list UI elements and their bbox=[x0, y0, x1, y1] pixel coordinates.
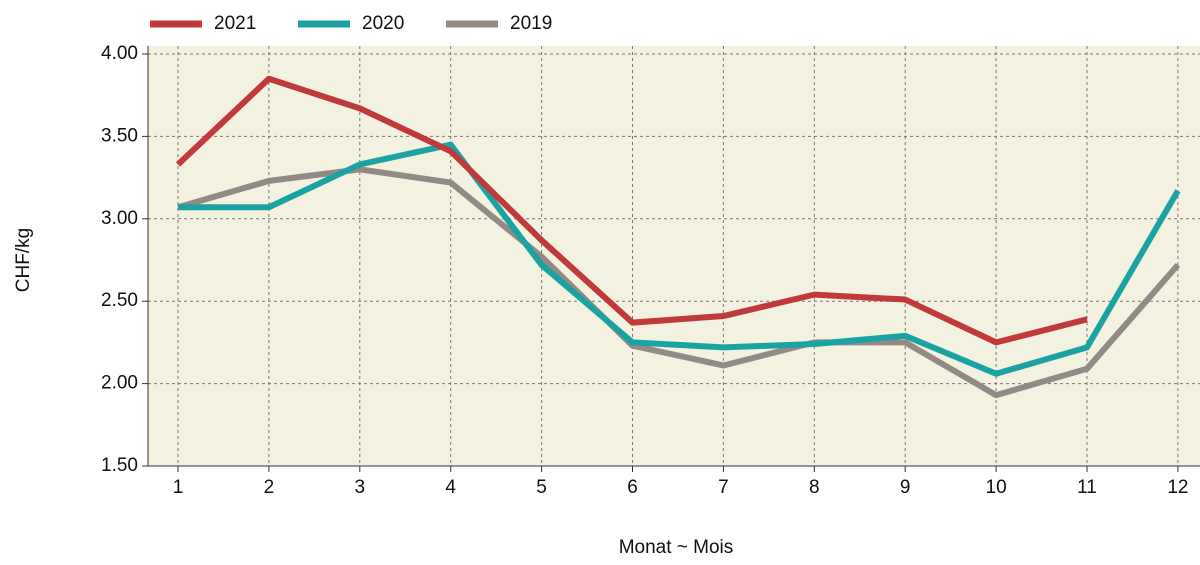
x-tick-label: 1 bbox=[173, 477, 184, 498]
legend-label: 2021 bbox=[214, 13, 256, 34]
plot-area bbox=[148, 46, 1200, 466]
y-tick-label: 3.50 bbox=[101, 125, 138, 146]
legend-label: 2020 bbox=[362, 13, 404, 34]
x-tick-label: 3 bbox=[355, 477, 366, 498]
line-series bbox=[175, 75, 1088, 346]
x-tick-label: 4 bbox=[445, 477, 456, 498]
y-tick-label: 2.00 bbox=[101, 373, 138, 394]
x-tick-label: 6 bbox=[627, 477, 638, 498]
line-series bbox=[178, 141, 1181, 377]
x-tick-label: 7 bbox=[718, 477, 729, 498]
x-tick-label: 2 bbox=[264, 477, 275, 498]
y-tick-label: 2.50 bbox=[101, 290, 138, 311]
x-tick-label: 12 bbox=[1167, 477, 1188, 498]
x-tick-label: 10 bbox=[986, 477, 1007, 498]
x-tick-label: 9 bbox=[900, 477, 911, 498]
x-tick-label: 8 bbox=[809, 477, 820, 498]
x-tick-label: 11 bbox=[1077, 477, 1097, 498]
x-tick-label: 5 bbox=[536, 477, 547, 498]
y-axis-label: CHF/kg bbox=[13, 228, 34, 292]
legend-label: 2019 bbox=[510, 13, 552, 34]
x-axis-label: Monat ~ Mois bbox=[619, 537, 734, 558]
y-tick-label: 3.00 bbox=[101, 208, 138, 229]
y-tick-label: 4.00 bbox=[101, 43, 138, 64]
y-tick-label: 1.50 bbox=[101, 455, 138, 476]
